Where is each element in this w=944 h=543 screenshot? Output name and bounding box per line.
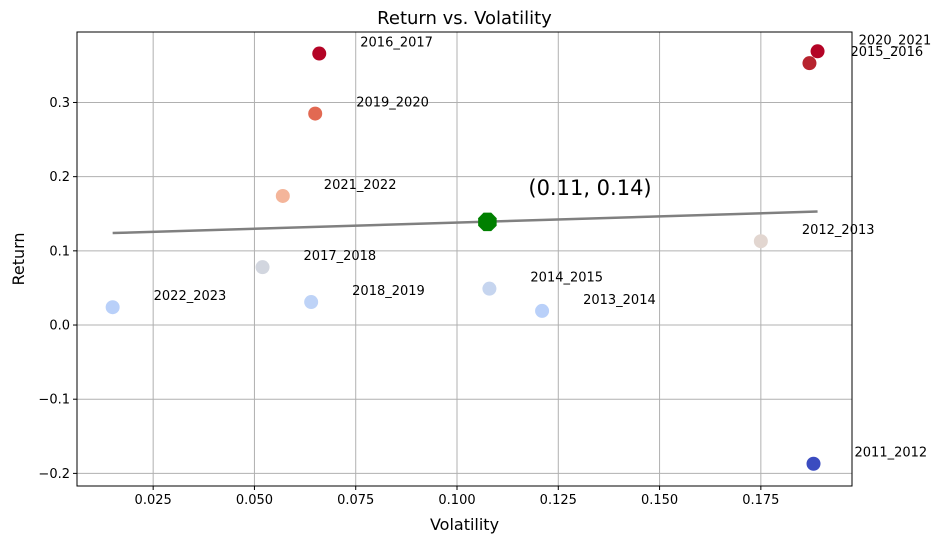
trend-line-group: [112, 210, 818, 235]
data-point: [753, 234, 768, 249]
point-label: 2013_2014: [583, 293, 656, 308]
axis-ticks: 0.025 0.050 0.075 0.100 0.125 0.150 0.175 −0.2 −…: [38, 96, 779, 508]
point-label: 2022_2023: [154, 289, 227, 304]
x-tick-label: 0.075: [337, 493, 374, 508]
x-tick-label: 0.050: [236, 493, 273, 508]
y-tick-label: 0.1: [49, 244, 70, 259]
point-labels: 2011_2012 2012_2013 2013_2014 2014_2015 2015…: [154, 33, 932, 460]
point-label: 2015_2016: [850, 45, 923, 60]
data-points: [105, 44, 825, 471]
data-point: [105, 300, 120, 315]
data-point: [806, 456, 821, 471]
x-tick-label: 0.150: [641, 493, 678, 508]
x-axis-label: Volatility: [430, 515, 499, 534]
y-tick-label: 0.0: [49, 319, 70, 334]
data-point: [312, 46, 327, 61]
point-label: 2018_2019: [352, 284, 425, 299]
point-label: 2017_2018: [304, 249, 377, 264]
y-tick-label: −0.2: [38, 467, 70, 482]
point-label: 2019_2020: [356, 96, 429, 111]
point-label: 2014_2015: [530, 271, 603, 286]
data-point: [802, 56, 817, 71]
y-tick-label: 0.3: [49, 96, 70, 111]
y-axis-label: Return: [9, 232, 28, 285]
data-point: [810, 44, 825, 59]
mean-point: [478, 212, 497, 232]
data-point: [275, 188, 290, 203]
data-point: [255, 260, 270, 275]
data-point: [304, 295, 319, 310]
data-point: [482, 281, 497, 296]
x-tick-label: 0.100: [438, 493, 475, 508]
point-label: 2012_2013: [802, 223, 875, 238]
y-tick-label: 0.2: [49, 170, 70, 185]
chart-title: Return vs. Volatility: [377, 8, 552, 29]
point-label: 2021_2022: [324, 178, 397, 193]
point-label: 2011_2012: [855, 446, 928, 461]
x-tick-label: 0.125: [540, 493, 577, 508]
trend-line: [112, 210, 818, 235]
plot-frame: [76, 31, 853, 487]
point-label: 2020_2021: [859, 33, 932, 48]
mean-point-label: (0.11, 0.14): [528, 176, 651, 200]
y-tick-label: −0.1: [38, 393, 70, 408]
data-point: [535, 303, 550, 318]
data-point: [308, 106, 323, 121]
x-tick-label: 0.175: [742, 493, 779, 508]
x-tick-label: 0.025: [135, 493, 172, 508]
point-label: 2016_2017: [360, 36, 433, 51]
grid-lines: [77, 32, 852, 486]
